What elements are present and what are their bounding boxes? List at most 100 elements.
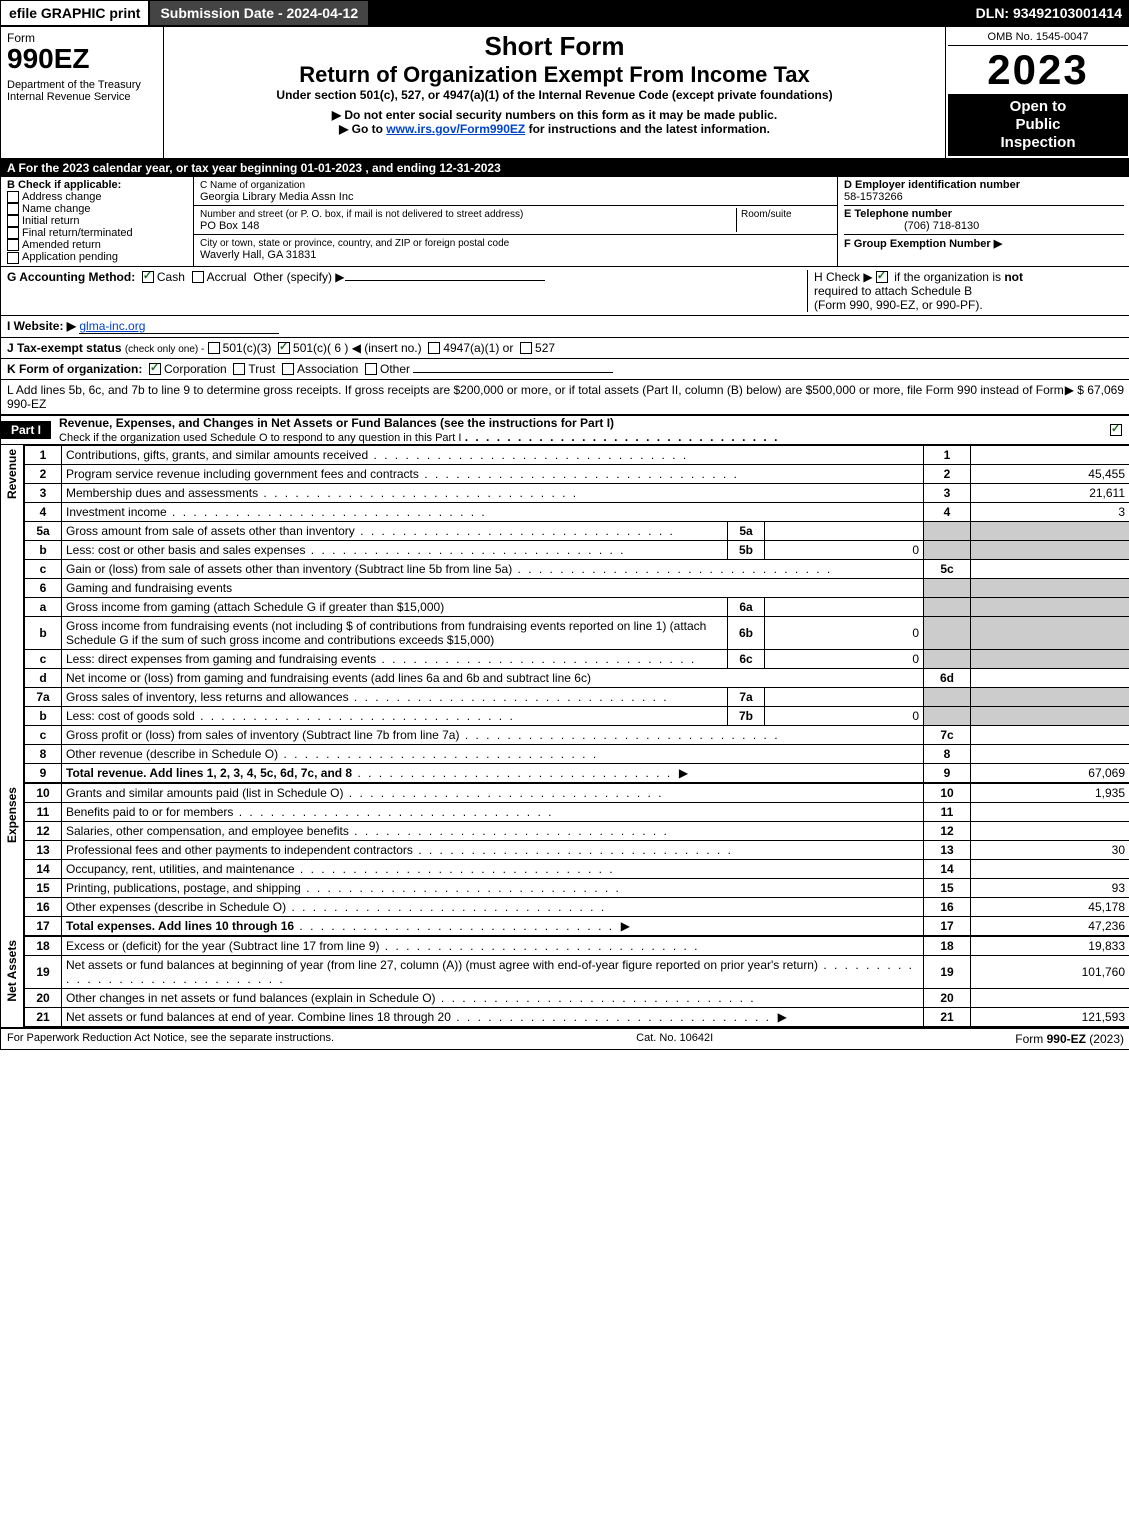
l16-num: 16: [25, 897, 62, 916]
chk-name-change[interactable]: [7, 203, 19, 215]
net-assets-section: Net Assets 18Excess or (deficit) for the…: [1, 936, 1129, 1027]
l3-amt: 21,611: [971, 483, 1129, 502]
chk-schedule-b[interactable]: [876, 271, 888, 283]
efile-print[interactable]: efile GRAPHIC print: [1, 1, 150, 25]
l17-amt: 47,236: [971, 916, 1129, 935]
h-text3: required to attach Schedule B: [814, 284, 972, 298]
l5a-desc: Gross amount from sale of assets other t…: [66, 524, 355, 538]
line-1: 1Contributions, gifts, grants, and simil…: [25, 445, 1129, 464]
chk-address-change[interactable]: [7, 191, 19, 203]
line-6: 6Gaming and fundraising events: [25, 578, 1129, 597]
dots-icon: [294, 919, 614, 933]
l12-desc: Salaries, other compensation, and employ…: [66, 824, 349, 838]
opt-527: 527: [535, 341, 555, 355]
l2-box: 2: [924, 464, 971, 483]
group-exemption-label: F Group Exemption Number ▶: [844, 238, 1002, 250]
chk-corporation[interactable]: [149, 363, 161, 375]
l10-box: 10: [924, 783, 971, 802]
chk-accrual[interactable]: [192, 271, 204, 283]
header-left: Form 990EZ Department of the Treasury In…: [1, 27, 164, 158]
dots-icon: [379, 939, 699, 953]
line-14: 14Occupancy, rent, utilities, and mainte…: [25, 859, 1129, 878]
l20-amt: [971, 988, 1129, 1007]
l2-amt: 45,455: [971, 464, 1129, 483]
chk-amended-return[interactable]: [7, 239, 19, 251]
l6-num: 6: [25, 578, 62, 597]
l20-desc: Other changes in net assets or fund bala…: [66, 991, 436, 1005]
l4-box: 4: [924, 502, 971, 521]
l15-amt: 93: [971, 878, 1129, 897]
chk-initial-return[interactable]: [7, 215, 19, 227]
shade: [971, 649, 1129, 668]
shade: [971, 521, 1129, 540]
l18-box: 18: [924, 936, 971, 955]
l13-box: 13: [924, 840, 971, 859]
line-17: 17Total expenses. Add lines 10 through 1…: [25, 916, 1129, 935]
header-center: Short Form Return of Organization Exempt…: [164, 27, 945, 158]
chk-501c3[interactable]: [208, 342, 220, 354]
l3-desc: Membership dues and assessments: [66, 486, 258, 500]
opt-initial-return: Initial return: [22, 215, 79, 227]
dots-icon: [258, 486, 578, 500]
l12-num: 12: [25, 821, 62, 840]
website-link[interactable]: glma-inc.org: [79, 319, 279, 334]
l21-desc: Net assets or fund balances at end of ye…: [66, 1010, 451, 1024]
part-i-header: Part I Revenue, Expenses, and Changes in…: [1, 415, 1129, 445]
opt-cash: Cash: [157, 270, 185, 284]
l21-amt: 121,593: [971, 1007, 1129, 1026]
line-8: 8Other revenue (describe in Schedule O)8: [25, 744, 1129, 763]
l18-amt: 19,833: [971, 936, 1129, 955]
l14-amt: [971, 859, 1129, 878]
chk-other-org[interactable]: [365, 363, 377, 375]
dots-icon: [295, 862, 615, 876]
line-19: 19Net assets or fund balances at beginni…: [25, 955, 1129, 988]
l3-num: 3: [25, 483, 62, 502]
irs-link[interactable]: www.irs.gov/Form990EZ: [386, 122, 525, 136]
chk-501c[interactable]: [278, 342, 290, 354]
l10-amt: 1,935: [971, 783, 1129, 802]
l10-num: 10: [25, 783, 62, 802]
dots-icon: [305, 543, 625, 557]
form-header: Form 990EZ Department of the Treasury In…: [1, 27, 1129, 159]
l11-amt: [971, 802, 1129, 821]
part-i-title-text: Revenue, Expenses, and Changes in Net As…: [59, 416, 614, 430]
line-6c: cLess: direct expenses from gaming and f…: [25, 649, 1129, 668]
chk-application-pending[interactable]: [7, 252, 19, 264]
line-5b: bLess: cost or other basis and sales exp…: [25, 540, 1129, 559]
l3-box: 3: [924, 483, 971, 502]
line-6a: aGross income from gaming (attach Schedu…: [25, 597, 1129, 616]
footer-left: For Paperwork Reduction Act Notice, see …: [7, 1032, 334, 1046]
l1-desc: Contributions, gifts, grants, and simila…: [66, 448, 368, 462]
arrow-icon: ▶: [778, 1010, 787, 1024]
l5a-sub: 5a: [728, 521, 765, 540]
line-a-tax-year: A For the 2023 calendar year, or tax yea…: [1, 159, 1129, 177]
chk-association[interactable]: [282, 363, 294, 375]
dots-icon: [376, 652, 696, 666]
chk-cash[interactable]: [142, 271, 154, 283]
l6c-num: c: [25, 649, 62, 668]
section-c: C Name of organization Georgia Library M…: [194, 177, 838, 266]
section-b-title: B Check if applicable:: [7, 179, 121, 191]
l5a-sv: [765, 521, 924, 540]
line-18: 18Excess or (deficit) for the year (Subt…: [25, 936, 1129, 955]
l1-amt: [971, 445, 1129, 464]
line-9: 9Total revenue. Add lines 1, 2, 3, 4, 5c…: [25, 763, 1129, 782]
chk-schedule-o[interactable]: [1110, 424, 1122, 436]
chk-final-return[interactable]: [7, 227, 19, 239]
line-3: 3Membership dues and assessments321,611: [25, 483, 1129, 502]
expenses-section: Expenses 10Grants and similar amounts pa…: [1, 783, 1129, 936]
line-7a: 7aGross sales of inventory, less returns…: [25, 687, 1129, 706]
l18-num: 18: [25, 936, 62, 955]
line-12: 12 Salaries, other compensation, and empl…: [25, 821, 1129, 840]
l6d-num: d: [25, 668, 62, 687]
chk-trust[interactable]: [233, 363, 245, 375]
tax-year: 2023: [948, 46, 1128, 94]
section-l: L Add lines 5b, 6c, and 7b to line 9 to …: [1, 380, 1129, 415]
l11-box: 11: [924, 802, 971, 821]
net-assets-sidelabel: Net Assets: [1, 936, 24, 1027]
chk-527[interactable]: [520, 342, 532, 354]
chk-4947[interactable]: [428, 342, 440, 354]
page-footer: For Paperwork Reduction Act Notice, see …: [1, 1027, 1129, 1049]
inspect-2: Public: [1015, 116, 1060, 133]
l11-num: 11: [25, 802, 62, 821]
